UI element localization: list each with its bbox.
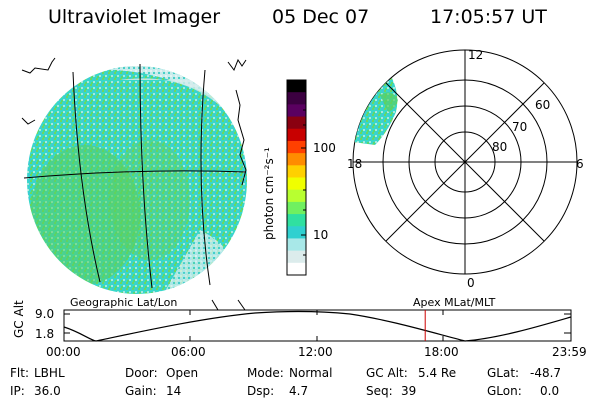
xtick-0600: 06:00 bbox=[171, 345, 206, 359]
footer-glon-key: GLon: bbox=[487, 384, 522, 398]
footer-ip-val: 36.0 bbox=[34, 384, 61, 398]
polar-label-6: 6 bbox=[576, 157, 584, 171]
polar-plot bbox=[352, 49, 578, 275]
footer-door-val: Open bbox=[166, 366, 199, 380]
footer-gain-key: Gain: bbox=[125, 384, 157, 398]
colorbar-band bbox=[287, 177, 306, 191]
colorbar bbox=[287, 80, 306, 276]
header-time: 17:05:57 UT bbox=[430, 6, 547, 28]
footer-gcalt-key: GC Alt: bbox=[366, 366, 408, 380]
footer-glat-val: -48.7 bbox=[530, 366, 562, 380]
footer-door-key: Door: bbox=[125, 366, 158, 380]
apex-label: Apex MLat/MLT bbox=[413, 296, 496, 309]
colorbar-band bbox=[287, 165, 306, 178]
footer-ip-key: IP: bbox=[10, 384, 25, 398]
polar-label-0: 0 bbox=[467, 276, 475, 290]
footer-gcalt-val: 5.4 Re bbox=[418, 366, 457, 380]
altitude-ytick-bottom: 1.8 bbox=[35, 327, 55, 341]
footer-flt-val: LBHL bbox=[34, 366, 65, 380]
colorbar-band bbox=[287, 214, 306, 227]
colorbar-band bbox=[287, 189, 306, 203]
polar-label-18: 18 bbox=[347, 157, 363, 171]
colorbar-band bbox=[287, 226, 306, 239]
footer-glon-val: 0.0 bbox=[540, 384, 560, 398]
xtick-0000: 00:00 bbox=[46, 345, 81, 359]
earth-disk-image bbox=[21, 57, 247, 321]
altitude-ylabel: GC Alt bbox=[12, 300, 26, 338]
polar-lat-80: 80 bbox=[492, 140, 508, 154]
footer-mode-key: Mode: bbox=[247, 366, 284, 380]
footer-gain-val: 14 bbox=[166, 384, 182, 398]
colorbar-band bbox=[287, 104, 306, 118]
colorbar-band bbox=[287, 116, 306, 130]
colorbar-unit-label: photon cm⁻²s⁻¹ bbox=[262, 147, 276, 240]
header-date: 05 Dec 07 bbox=[272, 6, 370, 28]
colorbar-band bbox=[287, 92, 306, 105]
footer-glat-key: GLat: bbox=[487, 366, 520, 380]
colorbar-band bbox=[287, 140, 306, 154]
xtick-1800: 18:00 bbox=[424, 345, 459, 359]
header-title: Ultraviolet Imager bbox=[48, 6, 221, 28]
altitude-plot-frame bbox=[63, 309, 572, 342]
colorbar-band bbox=[287, 80, 306, 93]
footer-flt-key: Flt: bbox=[10, 366, 29, 380]
polar-lat-60: 60 bbox=[535, 98, 551, 112]
polar-label-12: 12 bbox=[468, 48, 484, 62]
colorbar-band bbox=[287, 128, 306, 142]
polar-lat-70: 70 bbox=[512, 120, 528, 134]
colorbar-tick-10: 10 bbox=[313, 228, 329, 242]
footer-dsp-key: Dsp: bbox=[247, 384, 275, 398]
colorbar-band bbox=[287, 201, 306, 215]
colorbar-band bbox=[287, 238, 306, 252]
colorbar-tick-100: 100 bbox=[313, 141, 336, 155]
footer-mode-val: Normal bbox=[289, 366, 333, 380]
colorbar-band bbox=[287, 153, 306, 166]
colorbar-band bbox=[287, 262, 306, 276]
altitude-curve bbox=[63, 311, 572, 342]
footer-seq-val: 39 bbox=[401, 384, 417, 398]
colorbar-band bbox=[287, 250, 306, 264]
geographic-label: Geographic Lat/Lon bbox=[70, 296, 178, 309]
xtick-2359: 23:59 bbox=[552, 345, 587, 359]
footer-seq-key: Seq: bbox=[366, 384, 393, 398]
altitude-ytick-top: 9.0 bbox=[35, 307, 55, 321]
footer-dsp-val: 4.7 bbox=[289, 384, 309, 398]
xtick-1200: 12:00 bbox=[298, 345, 333, 359]
